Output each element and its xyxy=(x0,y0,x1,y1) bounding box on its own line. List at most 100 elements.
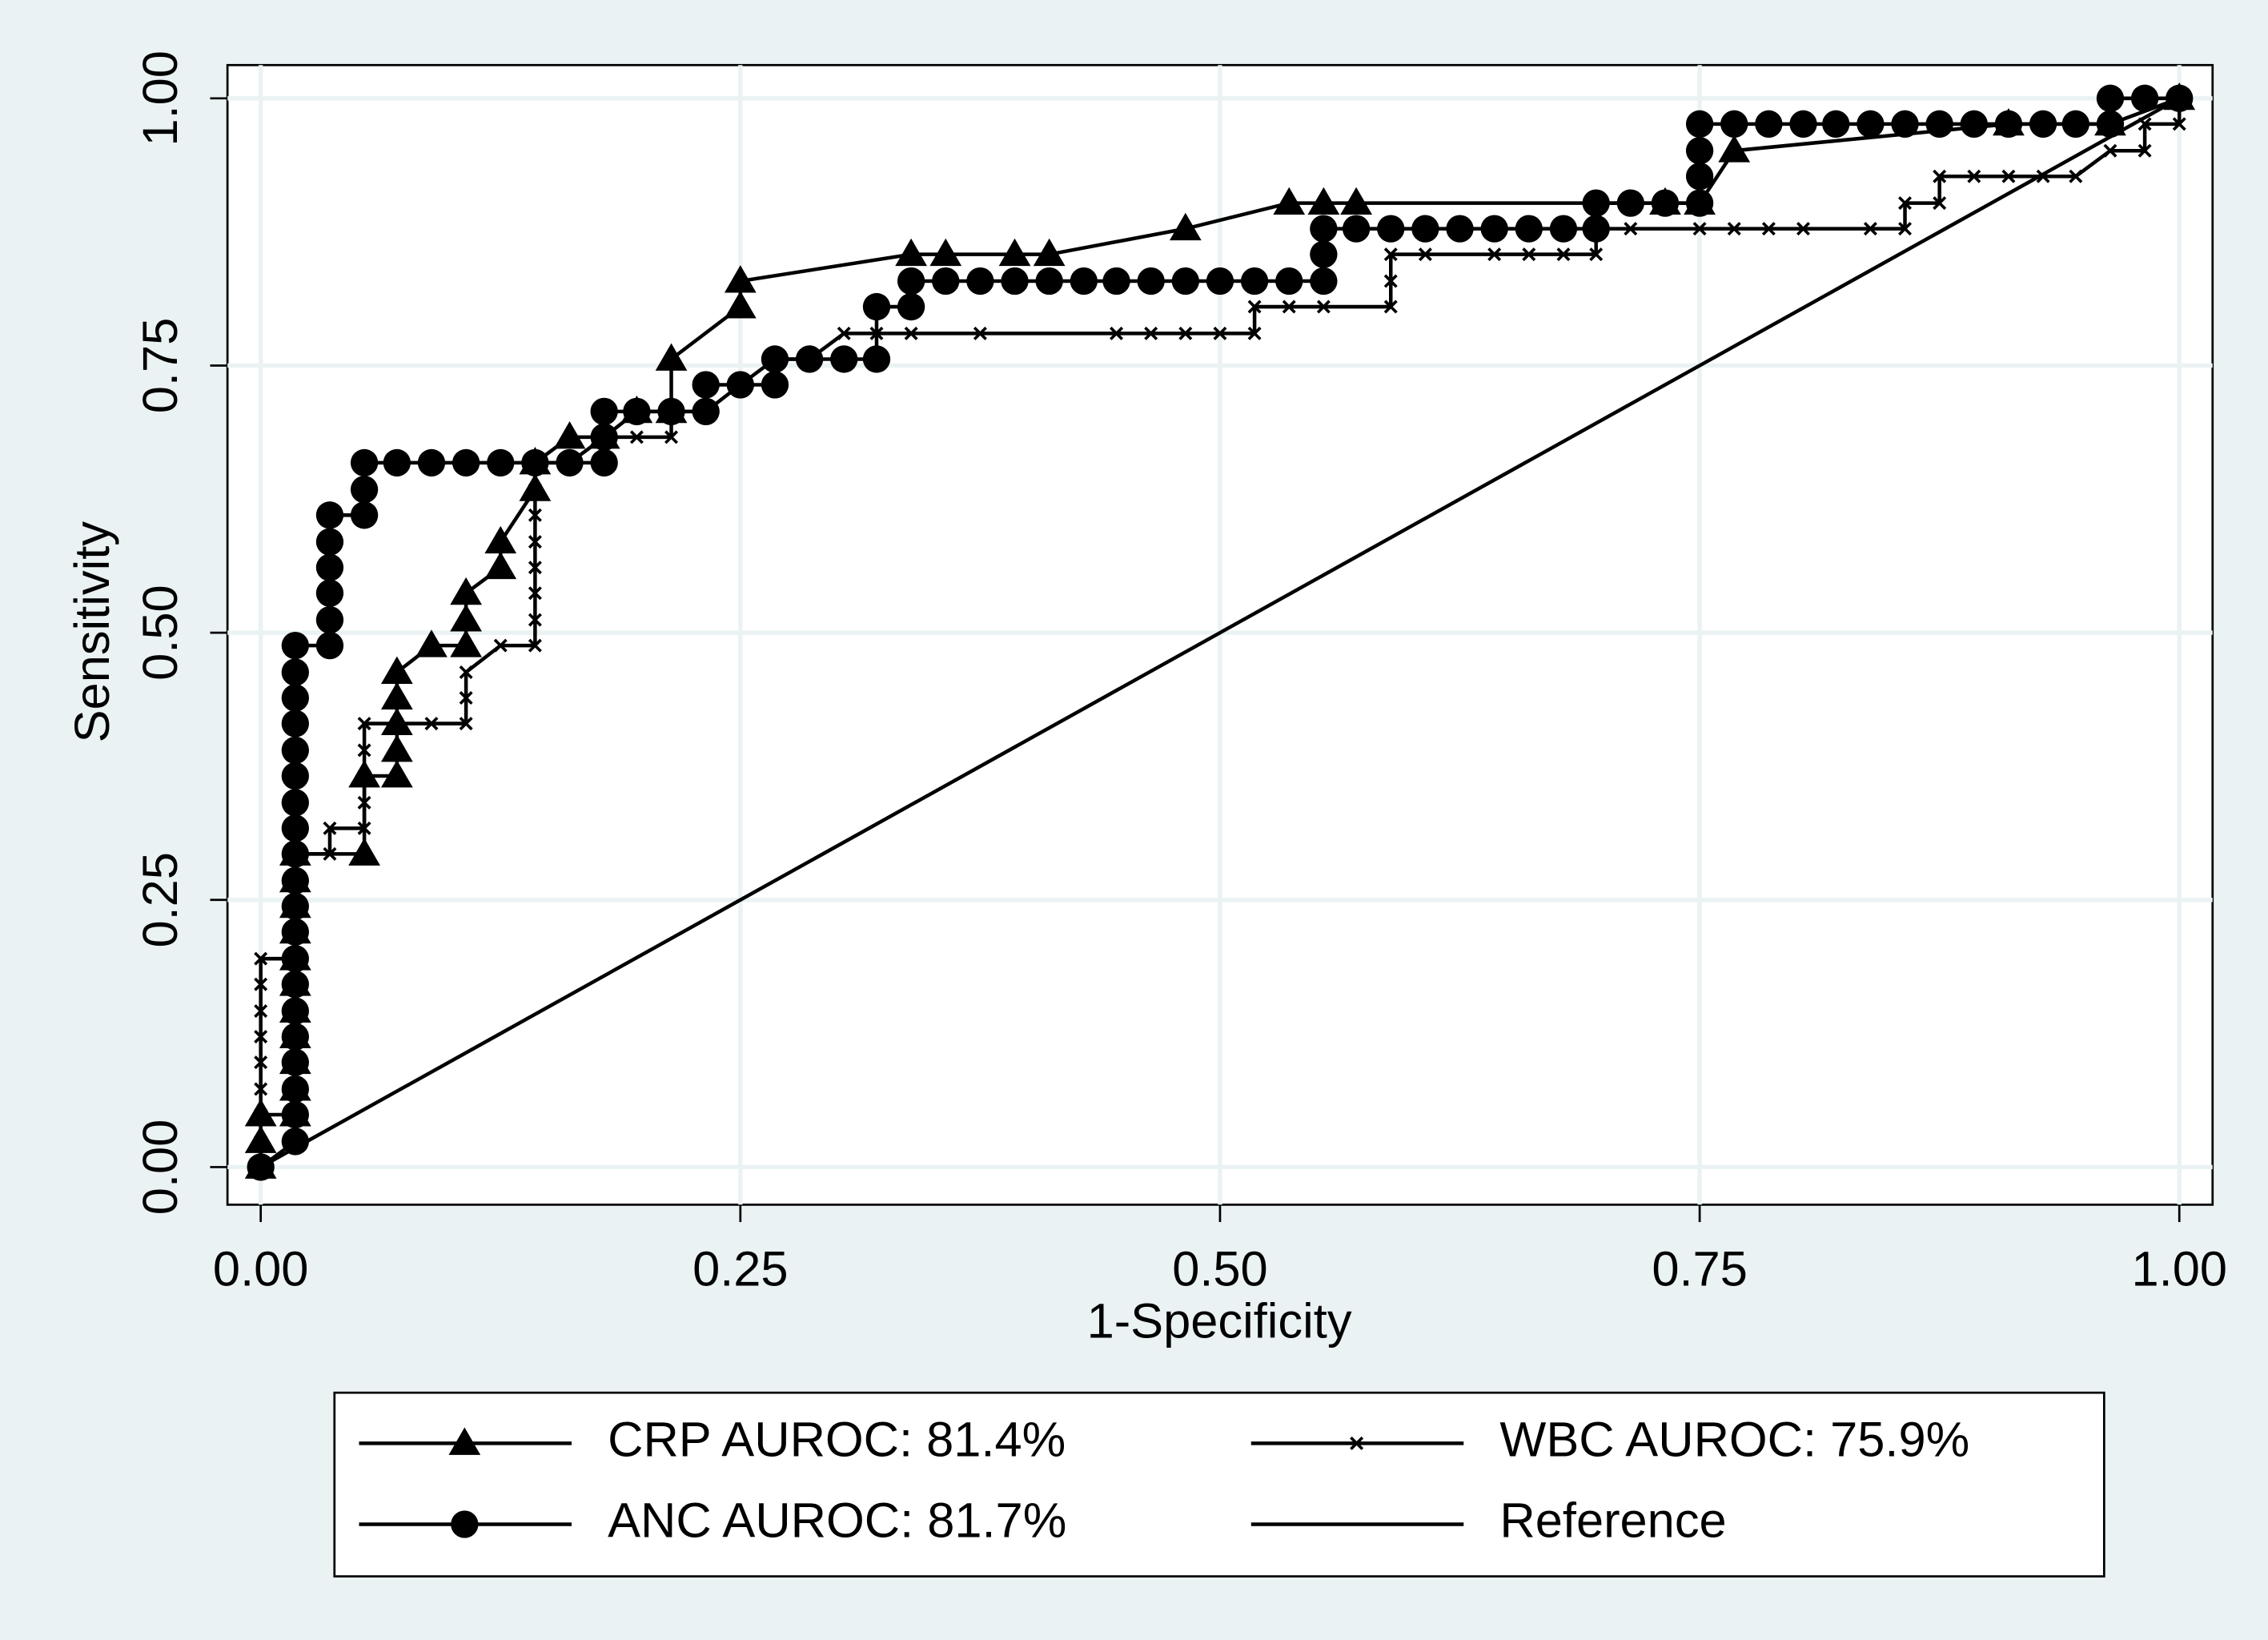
x-marker xyxy=(629,430,644,444)
circle-marker xyxy=(1515,215,1543,243)
y-tick-label: 0.75 xyxy=(133,318,188,413)
triangle-marker xyxy=(1718,135,1751,163)
circle-marker xyxy=(862,345,891,373)
legend-marker xyxy=(1350,1436,1364,1450)
legend-label: WBC AUROC: 75.9% xyxy=(1499,1413,1969,1468)
circle-marker xyxy=(1275,267,1303,295)
circle-marker xyxy=(281,1075,309,1103)
x-marker xyxy=(563,456,577,470)
circle-marker xyxy=(281,789,309,817)
circle-marker xyxy=(1001,267,1029,295)
legend-marker xyxy=(448,1427,481,1455)
triangle-marker xyxy=(380,734,413,762)
circle-marker xyxy=(590,448,618,477)
circle-marker xyxy=(281,971,309,999)
circle-marker xyxy=(1480,215,1508,243)
x-marker xyxy=(1692,222,1707,236)
circle-marker xyxy=(315,579,344,607)
circle-marker xyxy=(1616,189,1644,217)
circle-marker xyxy=(281,736,309,765)
triangle-marker xyxy=(380,707,413,736)
triangle-marker xyxy=(484,525,517,554)
circle-marker xyxy=(281,1048,309,1076)
x-marker xyxy=(1110,326,1124,340)
legend-label: Reference xyxy=(1499,1493,1726,1549)
x-marker xyxy=(254,1134,268,1148)
x-marker xyxy=(288,874,303,888)
x-marker xyxy=(254,951,268,966)
x-marker xyxy=(1247,299,1262,314)
triangle-marker xyxy=(484,551,517,580)
x-marker xyxy=(1418,247,1432,262)
y-tick-label: 1.00 xyxy=(133,50,188,146)
legend-marker xyxy=(451,1510,479,1538)
x-marker xyxy=(1727,222,1741,236)
circle-marker xyxy=(1685,163,1714,191)
triangle-marker xyxy=(1273,187,1306,215)
x-marker xyxy=(254,1082,268,1096)
x-marker xyxy=(664,430,679,444)
x-marker xyxy=(2138,143,2152,158)
x-marker xyxy=(699,404,713,419)
circle-marker xyxy=(487,448,515,477)
x-marker xyxy=(528,561,542,575)
x-marker xyxy=(357,795,371,810)
circle-marker xyxy=(1102,267,1130,295)
triangle-marker xyxy=(1307,187,1340,215)
x-marker xyxy=(528,482,542,496)
x-marker xyxy=(1933,196,1947,211)
x-marker xyxy=(390,717,404,731)
triangle-marker xyxy=(724,291,757,319)
x-marker xyxy=(837,326,851,340)
circle-marker xyxy=(1582,189,1610,217)
circle-marker xyxy=(1994,110,2023,138)
circle-marker xyxy=(350,448,379,477)
x-marker xyxy=(869,326,884,340)
circle-marker xyxy=(2029,110,2057,138)
circle-marker xyxy=(1789,110,1817,138)
x-marker xyxy=(528,456,542,470)
x-marker xyxy=(1144,326,1158,340)
x-marker xyxy=(459,665,473,680)
x-axis-label: 1-Specificity xyxy=(1087,1294,1352,1349)
x-marker xyxy=(288,951,303,966)
y-tick-label: 0.25 xyxy=(133,852,188,947)
circle-marker xyxy=(281,1100,309,1129)
circle-marker xyxy=(1549,215,1578,243)
triangle-marker xyxy=(450,629,482,657)
circle-marker xyxy=(1240,267,1269,295)
x-marker xyxy=(904,326,918,340)
x-marker xyxy=(1624,222,1638,236)
roc-line xyxy=(259,98,2182,1168)
triangle-marker xyxy=(1169,212,1202,241)
legend-label: CRP AUROC: 81.4% xyxy=(608,1413,1066,1468)
x-marker xyxy=(528,535,542,549)
x-marker xyxy=(424,717,439,731)
x-marker xyxy=(528,586,542,601)
circle-marker xyxy=(315,501,344,529)
x-marker xyxy=(1967,169,1981,183)
x-marker xyxy=(2001,169,2016,183)
x-marker xyxy=(802,352,817,366)
triangle-marker xyxy=(895,238,927,267)
x-marker xyxy=(528,638,542,653)
circle-marker xyxy=(383,448,411,477)
x-marker xyxy=(323,821,337,835)
circle-marker xyxy=(862,292,891,321)
circle-marker xyxy=(315,605,344,634)
x-marker xyxy=(1247,326,1262,340)
circle-marker xyxy=(1822,110,1850,138)
triangle-marker xyxy=(1033,238,1066,267)
x-marker xyxy=(1898,222,1913,236)
triangle-marker xyxy=(998,238,1031,267)
circle-marker xyxy=(281,709,309,738)
x-marker xyxy=(1213,326,1227,340)
x-marker xyxy=(1522,247,1536,262)
circle-marker xyxy=(830,345,858,373)
x-marker xyxy=(528,613,542,627)
circle-marker xyxy=(281,762,309,790)
y-tick-label: 0.00 xyxy=(133,1119,188,1215)
x-tick-label: 0.00 xyxy=(213,1241,308,1296)
